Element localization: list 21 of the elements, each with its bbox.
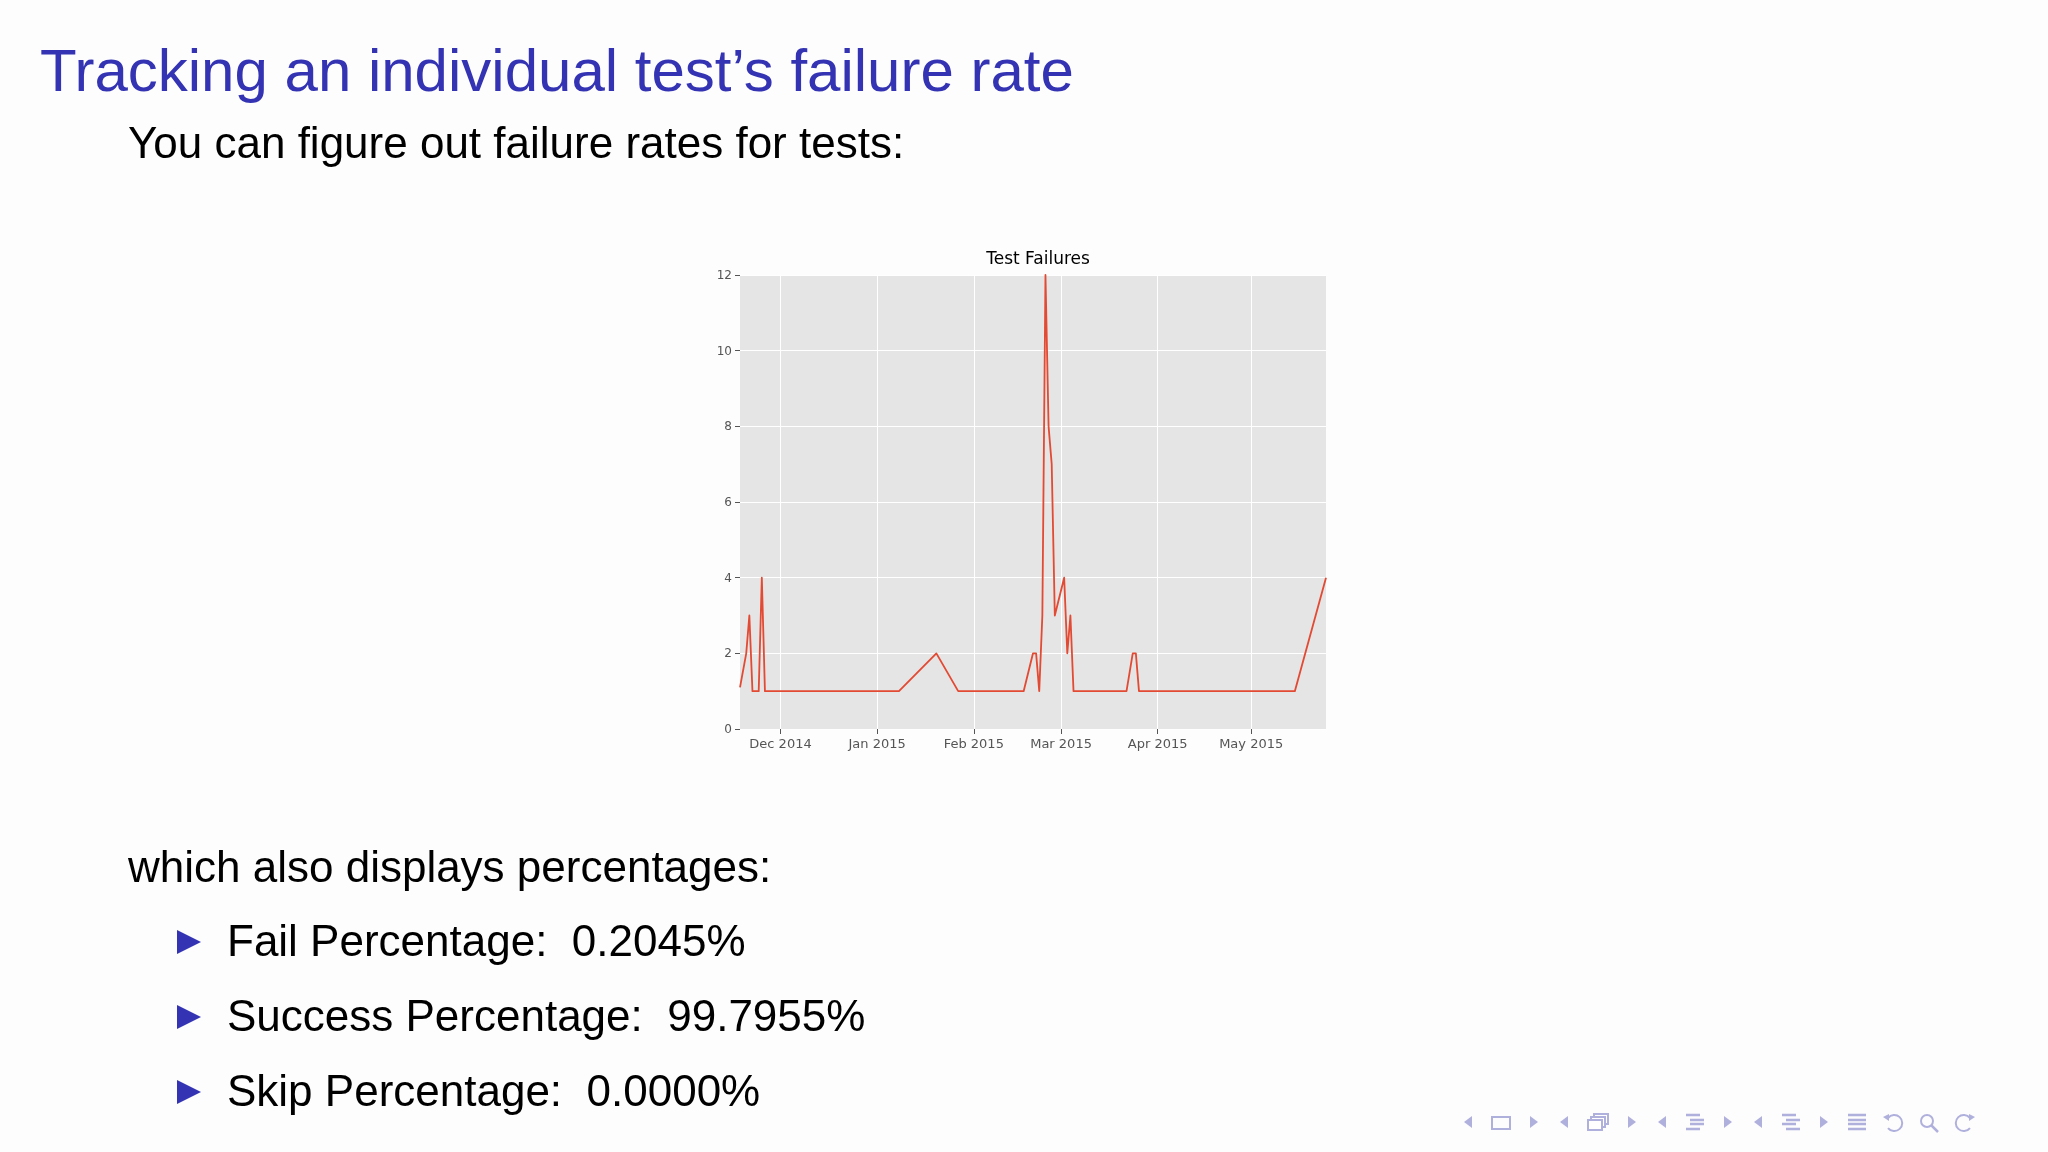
y-tick-label: 12 (716, 268, 732, 282)
text: which also displays percentages: (128, 842, 772, 892)
x-tick-label: May 2015 (1219, 736, 1284, 751)
y-tick-label: 6 (724, 495, 732, 509)
text: Success Percentage: 99.7955% (227, 991, 866, 1041)
y-tick-label: 4 (724, 570, 732, 585)
chart-title: Test Failures (985, 247, 1090, 268)
y-tick-label: 2 (724, 646, 732, 661)
text: Fail Percentage: 0.2045% (227, 916, 746, 966)
x-tick-label: Dec 2014 (749, 736, 812, 751)
y-tick-label: 0 (724, 722, 732, 736)
line-series (739, 274, 1327, 693)
y-tick-label: 8 (724, 419, 732, 434)
x-tick-label: Mar 2015 (1030, 736, 1092, 751)
x-tick-label: Feb 2015 (943, 736, 1004, 751)
y-tick-label: 10 (716, 343, 732, 358)
x-tick-label: Jan 2015 (847, 736, 906, 751)
x-tick-label: Apr 2015 (1127, 736, 1188, 751)
text: Skip Percentage: 0.0000% (227, 1066, 761, 1116)
text: You can figure out failure rates for tests: (128, 118, 905, 168)
text: Tracking an individual test’s failure rate (40, 36, 1074, 105)
